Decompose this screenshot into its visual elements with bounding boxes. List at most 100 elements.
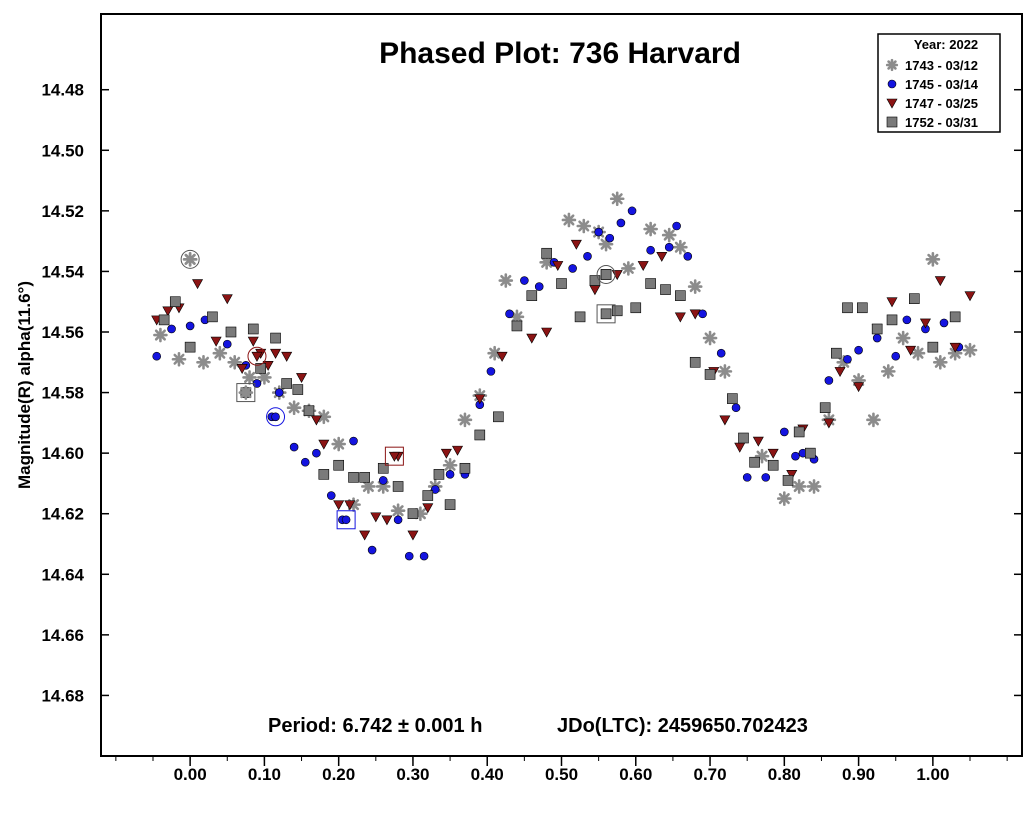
data-point — [292, 384, 304, 395]
data-point — [561, 212, 577, 228]
point-shape — [819, 402, 831, 414]
data-point — [541, 327, 553, 338]
point-shape — [645, 278, 656, 289]
data-point — [419, 551, 429, 561]
y-tick-label: 14.48 — [41, 81, 84, 100]
data-point — [486, 367, 496, 376]
data-point — [349, 436, 358, 446]
data-point — [361, 479, 376, 494]
point-shape — [600, 308, 612, 320]
data-point — [526, 290, 538, 301]
point-shape — [474, 394, 486, 405]
point-shape — [886, 297, 898, 308]
point-shape — [333, 459, 344, 471]
point-shape — [742, 473, 752, 482]
data-point — [312, 448, 321, 458]
point-shape — [719, 415, 731, 426]
data-point — [167, 324, 176, 334]
highlighted-point — [266, 407, 286, 427]
data-point — [236, 364, 248, 374]
point-stroke — [318, 411, 330, 423]
point-shape — [589, 275, 601, 286]
point-shape — [556, 278, 567, 289]
point-shape — [184, 341, 196, 353]
point-shape — [225, 326, 237, 338]
data-point — [281, 351, 293, 362]
data-point — [704, 369, 716, 380]
data-point — [377, 462, 389, 474]
point-shape — [574, 311, 586, 323]
point-shape — [541, 327, 553, 338]
highlighted-point — [384, 446, 404, 466]
x-tick-label: 0.40 — [471, 765, 504, 784]
data-point — [752, 436, 764, 447]
point-stroke — [645, 223, 657, 235]
data-point — [318, 439, 330, 450]
legend-marker — [886, 98, 898, 109]
point-shape — [605, 233, 615, 243]
point-shape — [430, 485, 440, 494]
data-point — [496, 351, 508, 362]
point-shape — [486, 367, 496, 376]
point-shape — [388, 451, 400, 462]
point-shape — [496, 351, 508, 362]
data-point — [296, 373, 308, 384]
point-stroke — [244, 371, 256, 383]
data-point — [866, 412, 881, 428]
point-stroke — [934, 356, 946, 368]
point-stroke — [964, 344, 976, 356]
point-shape — [853, 382, 865, 393]
data-point — [348, 472, 359, 483]
data-point — [749, 456, 760, 468]
point-shape — [738, 432, 749, 444]
point-shape — [600, 269, 612, 280]
point-shape — [419, 551, 429, 561]
data-point — [716, 348, 726, 358]
point-shape — [271, 412, 280, 422]
highlighted-point — [247, 346, 267, 366]
x-tick-label: 1.00 — [916, 765, 949, 784]
point-stroke — [563, 214, 575, 226]
point-shape — [902, 315, 912, 325]
x-tick-label: 0.30 — [396, 765, 429, 784]
data-point — [949, 311, 961, 323]
data-point — [742, 473, 752, 482]
point-stroke — [882, 365, 894, 377]
point-shape — [843, 354, 852, 364]
data-point — [919, 318, 931, 329]
data-point — [805, 447, 816, 459]
point-shape — [318, 439, 330, 450]
legend-marker — [887, 79, 897, 89]
data-point — [689, 356, 701, 368]
data-point — [474, 429, 486, 441]
point-shape — [782, 475, 794, 486]
point-shape — [909, 293, 920, 304]
legend-marker — [886, 116, 898, 128]
data-point — [939, 318, 949, 328]
y-tick-label: 14.60 — [41, 444, 84, 463]
point-shape — [656, 251, 668, 262]
point-shape — [761, 473, 771, 482]
point-shape — [805, 447, 816, 459]
point-shape — [444, 499, 456, 510]
jdo-annotation: JDo(LTC): 2459650.702423 — [557, 715, 808, 737]
data-point — [853, 382, 865, 393]
data-point — [404, 551, 414, 561]
data-point — [727, 393, 738, 404]
point-stroke — [611, 193, 623, 205]
data-point — [509, 309, 525, 325]
data-point — [270, 348, 282, 359]
point-shape — [949, 342, 961, 353]
data-point — [152, 351, 162, 361]
point-stroke — [719, 365, 731, 377]
point-shape — [857, 302, 868, 314]
highlight-ring — [247, 346, 267, 366]
data-point — [630, 302, 642, 314]
point-shape — [871, 323, 883, 335]
data-point — [493, 411, 504, 423]
data-point — [823, 418, 835, 429]
point-stroke — [288, 402, 300, 414]
point-stroke — [229, 356, 241, 368]
point-shape — [749, 456, 760, 468]
x-tick-label: 0.60 — [619, 765, 652, 784]
